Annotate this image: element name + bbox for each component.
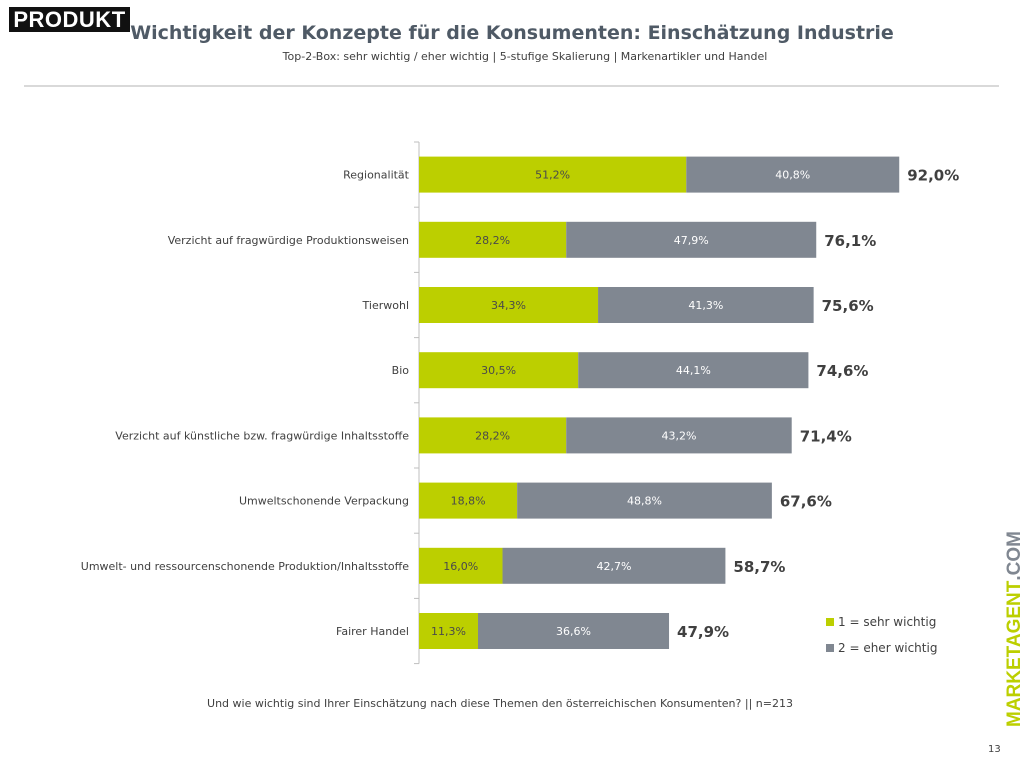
legend-item-sehr-wichtig: 1 = sehr wichtig (826, 615, 936, 629)
page-title: Wichtigkeit der Konzepte für die Konsume… (130, 22, 894, 44)
marketagent-logo: MARKETAGENT.COM (1004, 531, 1024, 727)
legend-swatch (826, 618, 834, 626)
category-label: Fairer Handel (336, 625, 409, 638)
data-label: 48,8% (627, 495, 662, 508)
legend-label: 1 = sehr wichtig (838, 615, 937, 629)
bar-segment (517, 482, 772, 519)
total-label: 67,6% (780, 493, 832, 511)
bar-segment (686, 156, 900, 193)
bar-segment (419, 221, 567, 258)
data-label: 28,2% (475, 234, 510, 247)
bar-segment (419, 482, 518, 519)
category-label: Verzicht auf künstliche bzw. fragwürdige… (115, 429, 409, 442)
bar-segment (598, 287, 814, 323)
legend-swatch (826, 644, 834, 652)
data-label: 43,2% (661, 429, 696, 442)
data-label: 36,6% (556, 625, 591, 638)
bar-segment (578, 352, 809, 389)
data-label: 44,1% (676, 364, 711, 377)
data-label: 42,7% (596, 560, 631, 573)
bar-segment (502, 547, 726, 584)
bar-segment (477, 613, 670, 649)
data-label: 16,0% (443, 560, 478, 573)
total-label: 76,1% (824, 232, 876, 250)
total-label: 92,0% (907, 167, 959, 185)
legend-item-eher-wichtig: 2 = eher wichtig (826, 641, 937, 655)
category-label: Tierwohl (362, 299, 409, 312)
bar-segment (566, 221, 817, 258)
page-subtitle: Top-2-Box: sehr wichtig / eher wichtig |… (282, 50, 768, 63)
question-text: Und wie wichtig sind Ihrer Einschätzung … (207, 697, 793, 710)
total-label: 71,4% (800, 427, 852, 445)
bar-segment (419, 352, 579, 389)
data-label: 30,5% (481, 364, 516, 377)
data-label: 34,3% (491, 299, 526, 312)
category-label: Umweltschonende Verpackung (239, 495, 409, 508)
bar-segment (419, 417, 567, 454)
total-label: 58,7% (733, 558, 785, 576)
bar-segment (419, 287, 599, 323)
data-label: 41,3% (688, 299, 723, 312)
data-label: 11,3% (431, 625, 466, 638)
legend-label: 2 = eher wichtig (838, 641, 938, 655)
data-label: 28,2% (475, 429, 510, 442)
divider (24, 85, 999, 87)
category-label: Verzicht auf fragwürdige Produktionsweis… (168, 234, 409, 247)
bar-segment (419, 613, 478, 649)
category-label: Regionalität (343, 169, 410, 182)
total-label: 75,6% (822, 297, 874, 315)
total-label: 74,6% (816, 362, 868, 380)
page-number: 13 (988, 744, 1001, 755)
category-label: Umwelt- und ressourcenschonende Produkti… (81, 560, 409, 573)
data-label: 47,9% (674, 234, 709, 247)
data-label: 51,2% (535, 169, 570, 182)
data-label: 40,8% (775, 169, 810, 182)
data-label: 18,8% (451, 495, 486, 508)
bar-segment (419, 156, 687, 193)
bar-segment (419, 547, 503, 584)
category-label: Bio (392, 364, 410, 377)
bar-segment (566, 417, 792, 454)
produkt-logo: PRODUKT (9, 7, 130, 32)
total-label: 47,9% (677, 623, 729, 641)
